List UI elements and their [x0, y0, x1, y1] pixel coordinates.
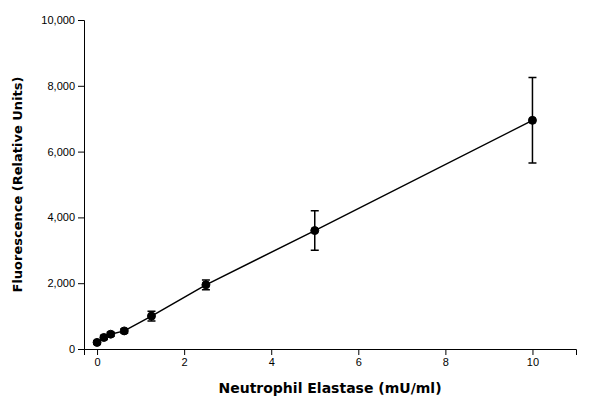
tick: 2: [182, 349, 188, 368]
axis-line: [78, 21, 85, 350]
point: [120, 327, 128, 335]
tick-label: 4,000: [47, 211, 75, 223]
error-bar: [528, 78, 536, 164]
error-bar: [311, 211, 319, 250]
tick-label: 4: [269, 356, 275, 368]
tick: 6: [356, 349, 362, 368]
tick-mark: [358, 349, 359, 355]
tick-mark: [532, 349, 533, 355]
tick-label: 0: [69, 343, 75, 355]
x-axis: 0 2 4 6 8 10: [85, 349, 577, 368]
tick-label: 2,000: [47, 277, 75, 289]
tick: 0: [94, 349, 100, 368]
marks: [93, 78, 536, 347]
tick: 4: [269, 349, 275, 368]
tick-label: 8,000: [47, 80, 75, 92]
tick-label: 2: [182, 356, 188, 368]
point: [528, 116, 536, 124]
point: [147, 312, 155, 320]
point: [311, 227, 319, 235]
line: [97, 120, 532, 342]
plot-area: 0 2 4 6 8 10 0 2,000 4,000 6,000 8,000 10,000 Neutro…: [10, 14, 577, 396]
tick-label: 8: [443, 356, 449, 368]
tick: 6,000: [47, 146, 84, 158]
y-axis: 0 2,000 4,000 6,000 8,000 10,000: [41, 14, 84, 355]
error-bar: [202, 280, 210, 290]
tick: 10: [527, 349, 539, 368]
tick-mark: [97, 349, 98, 355]
chart-svg: 0 2 4 6 8 10 0 2,000 4,000 6,000 8,000 10,000 Neutro…: [0, 0, 600, 407]
tick-mark: [445, 349, 446, 355]
tick-mark: [78, 86, 84, 87]
tick-mark: [184, 349, 185, 355]
tick-label: 6: [356, 356, 362, 368]
point: [107, 330, 115, 338]
tick-label: 10,000: [41, 14, 75, 26]
tick: 4,000: [47, 211, 84, 223]
tick-mark: [78, 152, 84, 153]
tick-mark: [78, 283, 84, 284]
tick: 8: [443, 349, 449, 368]
chart-container: 0 2 4 6 8 10 0 2,000 4,000 6,000 8,000 10,000 Neutro…: [0, 0, 600, 407]
tick-mark: [78, 217, 84, 218]
x-axis-title: Neutrophil Elastase (mU/ml): [218, 380, 441, 396]
tick: 0: [69, 343, 84, 355]
tick: 8,000: [47, 80, 84, 92]
point: [93, 338, 101, 346]
point: [202, 281, 210, 289]
error-bar: [147, 311, 155, 321]
y-axis-title: Fluorescence (Relative Units): [10, 77, 25, 293]
tick: 10,000: [41, 14, 84, 26]
tick-label: 0: [94, 356, 100, 368]
axis-line: [85, 350, 577, 356]
tick-mark: [78, 20, 84, 21]
tick-label: 10: [527, 356, 539, 368]
tick: 2,000: [47, 277, 84, 289]
tick-mark: [78, 349, 84, 350]
tick-mark: [271, 349, 272, 355]
tick-label: 6,000: [47, 146, 75, 158]
